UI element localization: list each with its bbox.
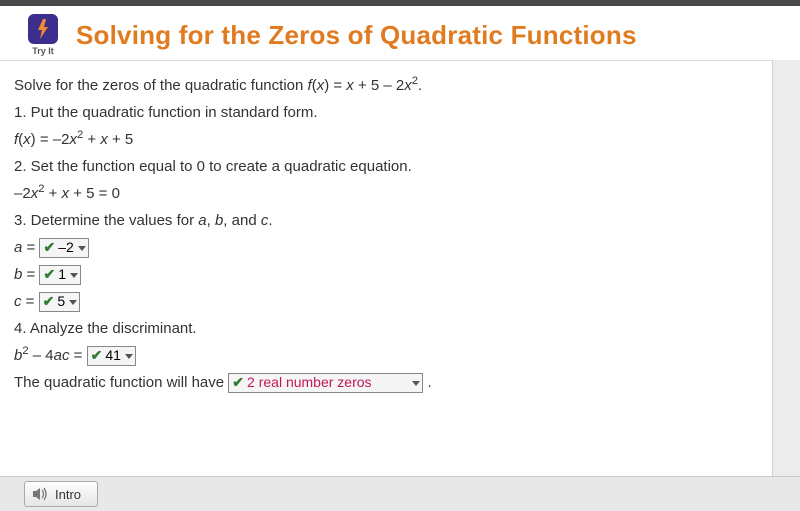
sep: , and [223,212,261,229]
discriminant-row: b2 – 4ac = ✔41 [14,345,746,366]
plus: + [83,131,100,148]
step4-text: 4. Analyze the discriminant. [14,318,746,339]
zeros-value: 2 real number zeros [247,373,372,393]
mid: – 4 [29,347,54,364]
discriminant-dropdown[interactable]: ✔41 [87,346,136,366]
tail: + 5 [108,131,133,148]
step1-formula: f(x) = –2x2 + x + 5 [14,129,746,150]
check-icon: ✔ [43,292,55,312]
prefix: 3. Determine the values for [14,212,198,229]
check-icon: ✔ [43,238,55,258]
b-dropdown[interactable]: ✔1 [39,265,81,285]
footer-bar: Intro [0,476,800,511]
func-f: f [14,131,18,148]
chevron-down-icon [412,381,420,386]
prompt-text: Solve for the zeros of the quadratic fun… [14,77,308,94]
eq-sign: ) = [324,77,346,94]
page-title: Solving for the Zeros of Quadratic Funct… [76,20,637,51]
mid: + [44,185,61,202]
var-x: x [62,185,70,202]
c-row: c = ✔5 [14,291,746,312]
check-icon: ✔ [43,265,55,285]
period: . [418,77,422,94]
right-panel-edge [772,60,800,476]
check-icon: ✔ [232,373,244,393]
content-area: Solve for the zeros of the quadratic fun… [0,61,760,411]
eq: ) = –2 [31,131,70,148]
zeros-dropdown[interactable]: ✔2 real number zeros [228,373,423,393]
var-a: a [54,347,62,364]
step3-text: 3. Determine the values for a, b, and c. [14,210,746,231]
var-x: x [69,131,77,148]
sep: , [207,212,215,229]
var-x: x [346,77,354,94]
chevron-down-icon [69,300,77,305]
final-prefix: The quadratic function will have [14,374,228,391]
var-c: c [14,293,22,310]
eq: = [69,347,86,364]
header: Try It Solving for the Zeros of Quadrati… [0,6,800,61]
var-a: a [198,212,206,229]
step2-formula: –2x2 + x + 5 = 0 [14,183,746,204]
intro-label: Intro [55,487,81,502]
c-dropdown[interactable]: ✔5 [39,292,81,312]
speaker-icon [33,487,49,501]
chevron-down-icon [70,273,78,278]
b-row: b = ✔1 [14,264,746,285]
c-value: 5 [57,292,65,312]
chevron-down-icon [125,354,133,359]
head: –2 [14,185,31,202]
rhs-part: + 5 – 2 [354,77,404,94]
tryit-badge: Try It [28,14,58,56]
eq: = [22,293,39,310]
tail: + 5 = 0 [69,185,120,202]
check-icon: ✔ [91,346,103,366]
var-x: x [404,77,412,94]
a-value: –2 [58,238,74,258]
eq: = [22,266,39,283]
step1-text: 1. Put the quadratic function in standar… [14,102,746,123]
intro-button[interactable]: Intro [24,481,98,507]
step2-text: 2. Set the function equal to 0 to create… [14,156,746,177]
prompt-line: Solve for the zeros of the quadratic fun… [14,75,746,96]
var-x: x [23,131,31,148]
suffix: . [268,212,272,229]
final-suffix: . [423,374,431,391]
final-row: The quadratic function will have ✔2 real… [14,372,746,393]
a-row: a = ✔–2 [14,237,746,258]
var-x: x [100,131,108,148]
discriminant-value: 41 [105,346,121,366]
tryit-label: Try It [32,46,54,56]
lightning-icon [28,14,58,44]
a-dropdown[interactable]: ✔–2 [39,238,88,258]
chevron-down-icon [78,246,86,251]
b-value: 1 [58,265,66,285]
func-f: f [308,77,312,94]
eq: = [22,239,39,256]
